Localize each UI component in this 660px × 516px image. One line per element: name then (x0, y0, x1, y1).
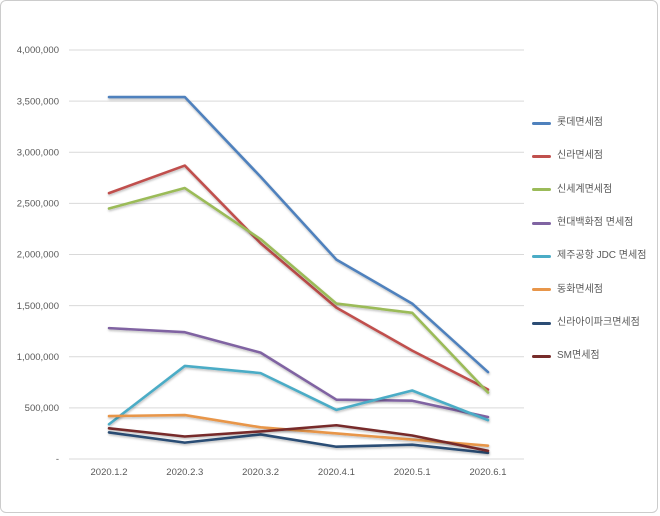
y-axis-tick-label: 1,500,000 (17, 301, 59, 312)
x-axis-tick-label: 2020.2.3 (166, 467, 203, 478)
x-axis-tick-label: 2020.6.1 (470, 467, 507, 478)
x-axis-tick-label: 2020.5.1 (394, 467, 431, 478)
series-line (107, 413, 490, 448)
y-axis-tick-label: 3,500,000 (17, 96, 59, 107)
series-lines-group (107, 95, 490, 455)
series-line (107, 95, 490, 374)
series-line (107, 423, 490, 453)
series-line (107, 164, 490, 391)
series-line (107, 364, 490, 426)
y-axis-tick-label: 2,500,000 (17, 199, 59, 210)
x-axis-tick-label: 2020.3.2 (242, 467, 279, 478)
y-axis-tick-label: 500,000 (25, 403, 59, 414)
y-axis-tick-label: 4,000,000 (17, 45, 59, 56)
series-line (107, 326, 490, 419)
gridlines-group (69, 49, 524, 460)
series-line (107, 431, 490, 455)
y-axis-tick-label: - (56, 454, 59, 465)
y-axis-tick-label: 3,000,000 (17, 147, 59, 158)
x-axis-tick-label: 2020.4.1 (318, 467, 355, 478)
y-axis-tick-label: 2,000,000 (17, 250, 59, 261)
axis-labels-group: 4,000,000 3,500,000 3,000,000 2,500,000 2,00… (17, 45, 507, 478)
y-axis-tick-label: 1,000,000 (17, 352, 59, 363)
x-axis-tick-label: 2020.1.2 (91, 467, 128, 478)
series-line (107, 186, 490, 394)
